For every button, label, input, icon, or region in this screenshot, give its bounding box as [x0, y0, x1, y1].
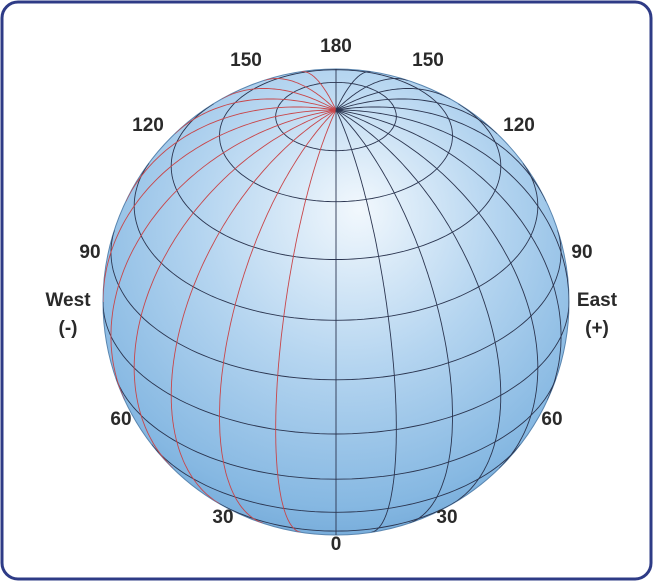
label-east: East [577, 290, 618, 311]
label-east-sign: (+) [585, 318, 609, 339]
label-west: West [45, 290, 91, 311]
label-150-east: 150 [412, 50, 444, 71]
label-180: 180 [320, 36, 352, 57]
label-60-east: 60 [541, 409, 562, 430]
label-90-east: 90 [571, 242, 592, 263]
label-120-east: 120 [503, 115, 535, 136]
label-0: 0 [331, 534, 342, 555]
label-120-west: 120 [132, 115, 164, 136]
label-30-west: 30 [212, 507, 233, 528]
label-150-west: 150 [230, 50, 262, 71]
globe-diagram: 180 150 150 120 120 90 90 West (-) East … [0, 0, 653, 581]
label-30-east: 30 [436, 507, 457, 528]
label-60-west: 60 [110, 409, 131, 430]
label-90-west: 90 [79, 242, 100, 263]
label-west-sign: (-) [59, 318, 78, 339]
